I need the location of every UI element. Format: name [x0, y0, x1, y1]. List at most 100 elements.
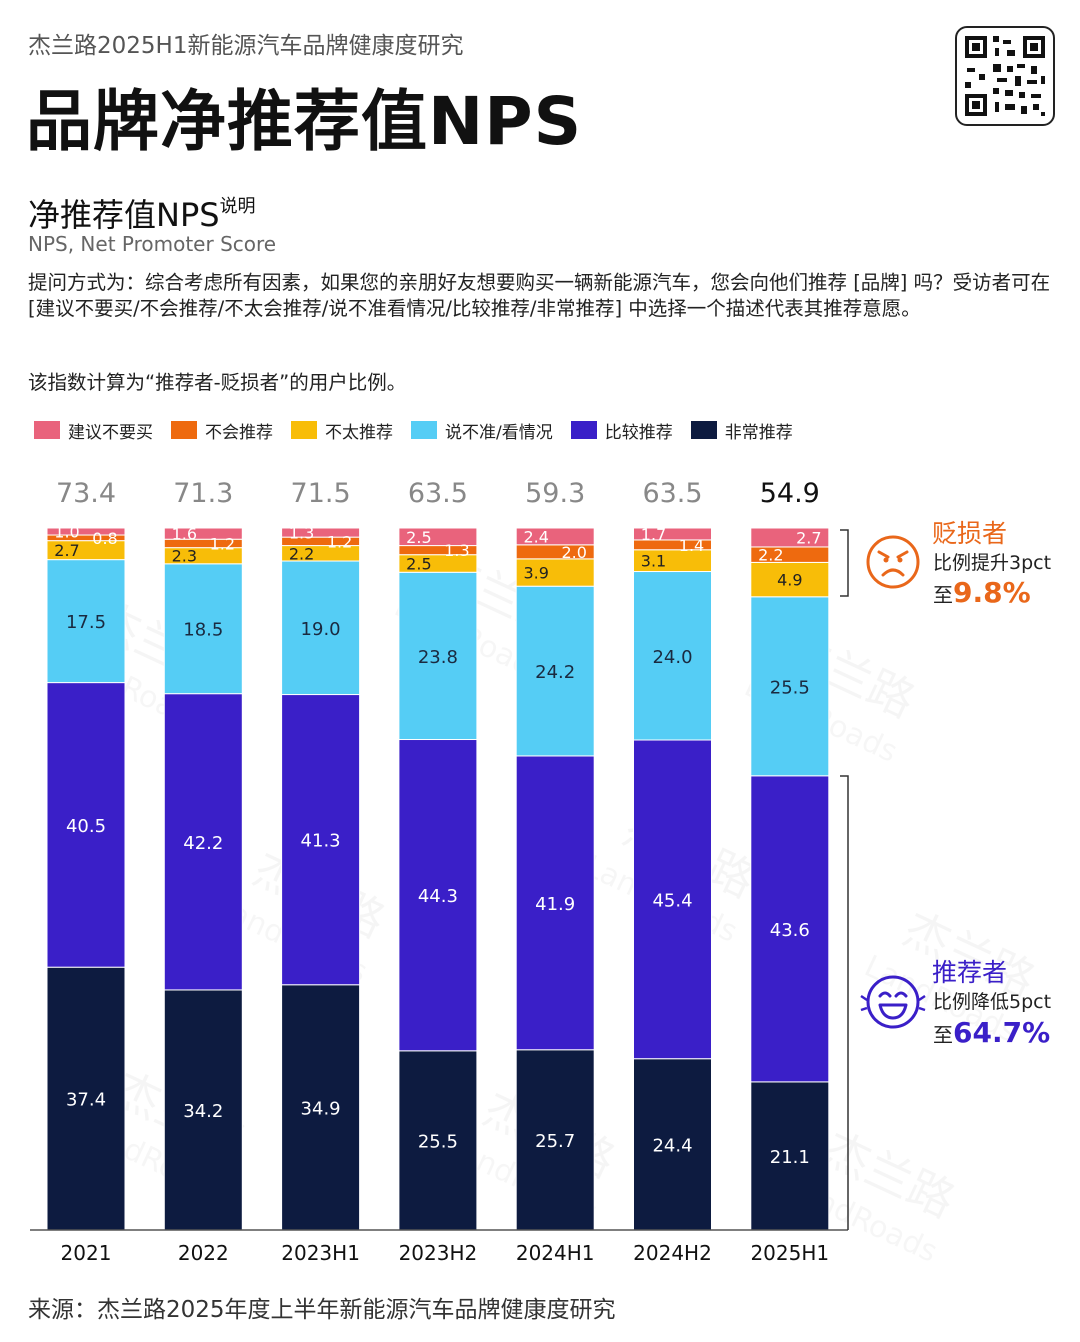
data-label: 42.2 [183, 833, 223, 854]
laughing-face-icon [860, 975, 926, 1029]
detractor-value-line: 至9.8% [933, 576, 1031, 609]
bar-segment [163, 693, 243, 991]
nps-label: 73.4 [56, 478, 116, 509]
bar-segment [281, 694, 361, 986]
section-title: 净推荐值NPS说明 [28, 190, 256, 236]
legend-item: 不会推荐 [171, 418, 273, 443]
legend-label: 不太推荐 [325, 422, 393, 443]
bar-segment [46, 966, 126, 1231]
bar-segment [750, 527, 830, 548]
nps-label: 71.3 [173, 478, 233, 509]
data-label: 40.5 [66, 816, 106, 837]
bar-segment [281, 527, 361, 538]
angry-face-icon [866, 535, 920, 589]
data-label: 2.2 [289, 544, 314, 563]
data-label: 2.3 [172, 547, 197, 566]
x-tick-label: 2024H1 [516, 1241, 595, 1265]
bar-segment [46, 682, 126, 968]
bar-segment [750, 561, 830, 598]
x-tick-label: 2024H2 [633, 1241, 712, 1265]
detractor-change: 比例提升3pct [933, 552, 1051, 574]
data-label: 1.2 [327, 532, 352, 551]
promoter-title: 推荐者 [932, 958, 1007, 987]
data-label: 17.5 [66, 612, 106, 633]
legend-item: 非常推荐 [690, 418, 793, 443]
legend-swatch [411, 421, 437, 439]
promoter-bracket [840, 775, 849, 1230]
data-label: 21.1 [770, 1147, 810, 1168]
data-label: 1.6 [172, 525, 197, 544]
legend-item: 建议不要买 [34, 418, 153, 443]
data-label: 2.0 [561, 543, 586, 562]
data-label: 25.5 [418, 1131, 458, 1152]
legend-item: 不太推荐 [291, 418, 393, 443]
x-tick-label: 2023H1 [281, 1241, 360, 1265]
bar-segment [750, 1081, 830, 1231]
x-tick-label: 2023H2 [399, 1241, 478, 1265]
section-description: 提问方式为：综合考虑所有因素，如果您的亲朋好友想要购买一辆新能源汽车，您会向他们… [28, 271, 1051, 320]
data-label: 2.7 [54, 541, 79, 560]
bar-segment [633, 1058, 712, 1231]
promoter-value-line: 至64.7% [933, 1016, 1050, 1049]
data-label: 43.6 [770, 920, 810, 941]
bar-segment [281, 984, 361, 1231]
x-tick-label: 2025H1 [750, 1241, 829, 1265]
stacked-bar-chart: 杰兰路LandRoads杰兰路LandRoads杰兰路LandRoads杰兰路L… [30, 478, 1051, 1265]
bar-segment [281, 560, 361, 696]
x-tick-labels-group: 2021 2022 2023H1 2023H2 2024H1 2024H2 2025H1 [61, 1241, 830, 1265]
legend-label: 建议不要买 [68, 422, 153, 443]
data-label: 1.2 [210, 534, 235, 553]
legend-item: 说不准/看情况 [411, 418, 553, 443]
bar-segment [163, 527, 243, 540]
bar-segment [515, 527, 595, 546]
detractor-title: 贬损者 [932, 519, 1007, 548]
data-label: 2.7 [796, 528, 821, 547]
data-label: 44.3 [418, 886, 458, 907]
data-label: 2.2 [758, 546, 783, 565]
detractor-prefix: 至 [933, 583, 953, 607]
data-label: 1.0 [54, 523, 79, 542]
legend-label: 比较推荐 [604, 422, 673, 443]
nps-label: 71.5 [291, 478, 351, 509]
legend-item: 比较推荐 [570, 418, 673, 443]
promoter-prefix: 至 [933, 1023, 953, 1047]
data-label: 3.9 [523, 564, 548, 583]
detractor-bracket [840, 529, 849, 597]
legend-swatch [291, 421, 317, 439]
data-label: 19.0 [301, 619, 341, 640]
supertitle: 杰兰路2025H1新能源汽车品牌健康度研究 [28, 33, 464, 59]
nps-label: 54.9 [760, 478, 820, 509]
chart-legend: 建议不要买 不会推荐 不太推荐 说不准/看情况 比较推荐 非常推荐 [34, 418, 793, 443]
bar-segment [515, 585, 595, 757]
data-label: 25.5 [770, 677, 810, 698]
data-label: 2.4 [523, 527, 548, 546]
bar-segment [515, 755, 595, 1051]
promoter-change: 比例降低5pct [933, 991, 1051, 1013]
data-label: 34.2 [183, 1101, 223, 1122]
data-label: 23.8 [418, 647, 458, 668]
legend-swatch [690, 421, 717, 439]
data-label: 41.3 [301, 831, 341, 852]
legend-label: 非常推荐 [724, 422, 793, 443]
qr-code-icon [965, 36, 1045, 116]
data-label: 1.3 [444, 541, 469, 560]
data-label: 1.3 [289, 524, 314, 543]
bar-segment [633, 527, 712, 541]
bar-segment [398, 1050, 478, 1231]
bar-segment [46, 527, 126, 536]
formula-note: 该指数计算为“推荐者-贬损者”的用户比例。 [28, 371, 407, 394]
bar-segment [46, 559, 126, 684]
section-subtitle: NPS, Net Promoter Score [28, 232, 277, 256]
data-label: 2.5 [406, 554, 431, 573]
section-title-text: 净推荐值NPS [28, 196, 220, 234]
promoter-value: 64.7% [953, 1016, 1050, 1049]
legend-label: 说不准/看情况 [445, 422, 553, 443]
nps-label: 63.5 [642, 478, 702, 509]
data-label: 24.2 [535, 662, 575, 683]
data-label: 24.0 [652, 647, 692, 668]
data-label: 34.9 [301, 1098, 341, 1119]
section-title-sup: 说明 [219, 196, 256, 217]
data-label: 1.4 [679, 536, 704, 555]
qr-code [955, 26, 1055, 126]
data-label: 41.9 [535, 894, 575, 915]
